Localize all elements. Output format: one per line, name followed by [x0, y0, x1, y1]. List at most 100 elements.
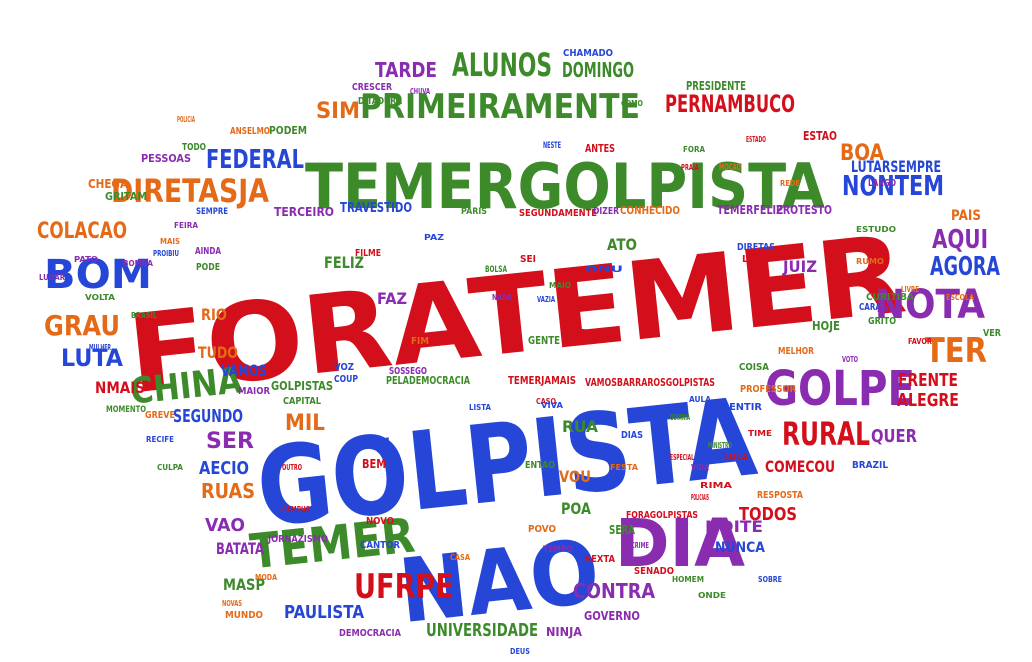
word: NINJA — [546, 625, 583, 639]
word: BRASIL — [131, 311, 157, 320]
word: MAIS — [160, 237, 180, 246]
word: BATATA — [216, 539, 264, 558]
word: POLICIAIS — [691, 493, 709, 502]
word: NAO — [394, 520, 604, 643]
word: UNIVERSIDADE — [426, 620, 538, 641]
word: CASA — [450, 553, 471, 562]
word: TEMERJAMAIS — [508, 374, 576, 387]
word: VOU — [559, 467, 591, 486]
word: DIA — [615, 505, 745, 582]
word: POLICIA — [177, 115, 195, 124]
word: DOMINGO — [562, 58, 634, 82]
word: SEGUNDO — [173, 406, 243, 427]
word: MOMENTO — [106, 405, 146, 415]
word: ALUNOS — [452, 46, 552, 84]
word: DEMOCRACIA — [339, 628, 401, 639]
word: PAIS — [951, 208, 981, 224]
word: LEI — [742, 254, 758, 265]
word: MAIO — [549, 281, 571, 290]
word: OUTRO — [282, 463, 302, 472]
word: SERA — [609, 523, 636, 537]
word: COUP — [334, 374, 358, 385]
word: SEXTA — [585, 554, 615, 565]
word: GOVERNO — [584, 609, 640, 623]
word: VIVA — [541, 401, 564, 410]
word: SOBRE — [758, 575, 782, 584]
word: CHEGA — [88, 177, 129, 191]
word: VOTO — [842, 355, 858, 364]
word: FIM — [411, 336, 429, 347]
word: UFRPE — [354, 567, 454, 607]
word: NOTA — [875, 282, 985, 328]
word: SIM — [316, 99, 360, 124]
word: AGORA — [930, 252, 1000, 282]
word: PROTESTO — [776, 203, 832, 217]
word: CAPITAL — [283, 396, 322, 407]
word: ESTUDO — [856, 225, 896, 234]
word: TEMPO — [543, 545, 573, 555]
word: MINISTRO — [708, 441, 732, 450]
word: DEUS — [510, 647, 530, 656]
word: LULA — [724, 452, 748, 463]
word: GRAU — [44, 309, 120, 342]
word: CRIME — [631, 541, 649, 550]
word: RURAL — [782, 415, 870, 453]
word: DIZER — [593, 206, 619, 217]
word: CRESCER — [352, 82, 392, 93]
word: MASP — [223, 575, 265, 594]
word: MAIOR — [238, 386, 270, 397]
word: GRITO — [868, 316, 896, 327]
word: SEGUNDAMENTE — [519, 208, 597, 219]
word: COMO — [621, 99, 643, 108]
word: NADA — [492, 293, 513, 302]
word: HOJE — [812, 319, 840, 333]
word: ONU — [585, 265, 623, 275]
word: LUGAR — [39, 273, 65, 282]
word: RUA — [562, 417, 599, 436]
word: LUTARSEMPRE — [851, 157, 941, 176]
word: ALEGRE — [897, 390, 959, 411]
word: MELHOR — [778, 346, 814, 357]
word: ESPECIAL — [670, 453, 694, 462]
word: VAMOS — [221, 361, 267, 380]
word: FELIZ — [324, 253, 364, 272]
word: FAVOR — [908, 337, 932, 346]
word: GOLPE — [765, 361, 915, 417]
word: POA — [561, 499, 591, 518]
word: VER — [983, 328, 1001, 339]
word: PROIBIU — [153, 249, 179, 258]
word: COISA — [739, 362, 769, 373]
word: CURITIBA — [866, 292, 914, 303]
word: MULHER — [89, 343, 111, 352]
word: JORNAZISMO — [267, 534, 328, 545]
word: HOMEM — [672, 575, 704, 584]
word: PODE — [196, 262, 220, 273]
word: CHAMADO — [563, 48, 613, 59]
word: FEIRA — [174, 221, 199, 230]
word: MODA — [255, 573, 278, 582]
word: BOM — [44, 252, 152, 298]
word: LARGO — [868, 178, 896, 189]
word: LIVRE — [901, 285, 919, 294]
word: ENTAO — [525, 460, 555, 471]
word: PODEM — [269, 124, 307, 137]
word: TEMERGOLPISTA — [305, 150, 825, 223]
word: TODOS — [739, 504, 797, 525]
word: SEMPRE — [196, 207, 228, 217]
word: CASO — [536, 397, 556, 406]
word: CANTOR — [360, 540, 400, 551]
word: PESSOAS — [141, 152, 191, 165]
word: GENTE — [528, 334, 560, 347]
word: PRO — [877, 304, 895, 315]
word: AQUI — [932, 225, 988, 255]
word: NOVAS — [222, 599, 242, 608]
word: CULPA — [157, 463, 184, 472]
word: VAMOSBARRAROSGOLPISTAS — [585, 376, 715, 389]
word: RESPOSTA — [757, 490, 803, 501]
word: ANTES — [585, 142, 615, 155]
word: REDE — [780, 179, 800, 188]
word: DEFESA — [581, 328, 615, 339]
word: RIMA — [700, 481, 733, 490]
word: PROFESSOR — [740, 384, 796, 395]
